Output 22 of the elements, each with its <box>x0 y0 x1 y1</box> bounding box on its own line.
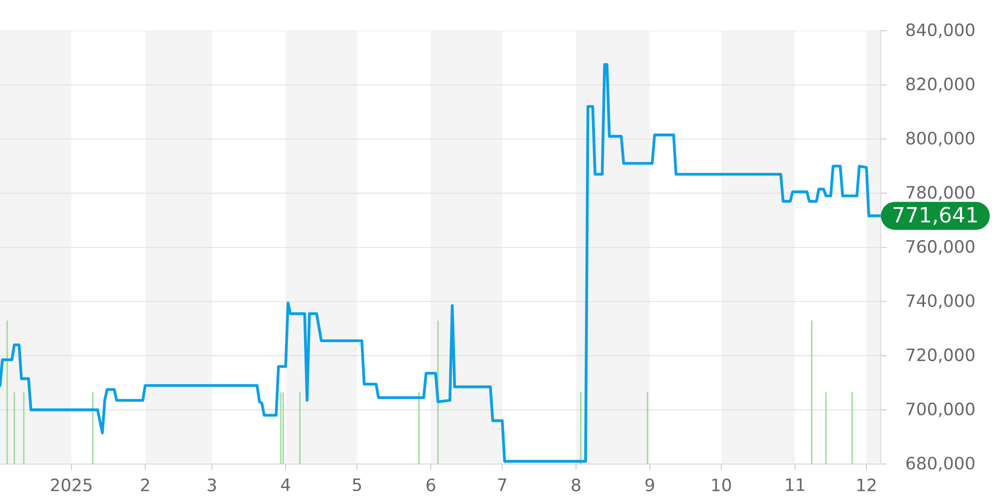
y-tick-label: 800,000 <box>906 132 974 146</box>
y-tick-label: 740,000 <box>906 294 974 309</box>
x-tick-label: 5 <box>352 478 361 492</box>
x-tick-label: 2 <box>141 478 149 492</box>
y-tick-label: 780,000 <box>906 186 974 200</box>
x-tick-label: 6 <box>426 478 436 492</box>
x-tick-label: 9 <box>645 478 654 492</box>
annotation: 771,641 <box>894 206 977 225</box>
y-tick-label: 700,000 <box>906 402 974 418</box>
x-tick-label: 11 <box>786 478 804 491</box>
x-tick-label: 2025 <box>51 478 92 492</box>
x-tick-label: 4 <box>281 478 290 491</box>
x-tick-label: 8 <box>572 478 580 492</box>
x-tick-label: 10 <box>712 478 731 492</box>
x-tick-label: 7 <box>498 478 506 491</box>
y-tick-label: 840,000 <box>906 23 974 38</box>
x-tick-label: 3 <box>208 478 216 492</box>
y-tick-label: 680,000 <box>906 456 974 472</box>
y-tick-label: 820,000 <box>906 78 974 92</box>
y-tick-label: 760,000 <box>906 240 974 255</box>
x-tick-label: 12 <box>857 478 876 492</box>
y-tick-label: 720,000 <box>906 348 974 363</box>
